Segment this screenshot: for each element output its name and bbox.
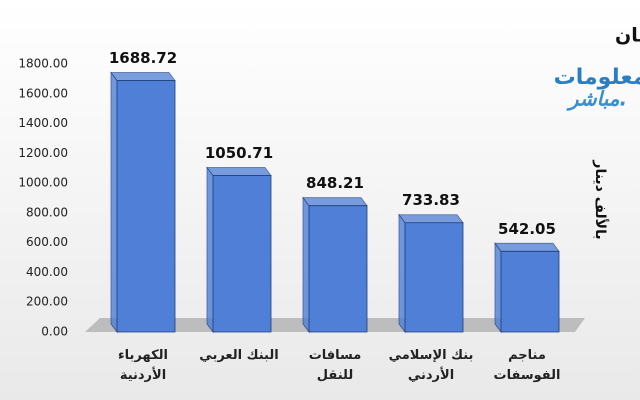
value-label: 542.05 <box>498 220 556 238</box>
x-tick-label: البنك العربي <box>199 348 279 363</box>
bar <box>110 71 176 334</box>
bar-top <box>302 197 368 207</box>
y-tick-label: 1200.00 <box>18 146 68 160</box>
bar <box>302 196 368 334</box>
y-tick-label: 1000.00 <box>18 176 68 190</box>
bar-top <box>206 167 272 176</box>
bar-side <box>398 213 406 334</box>
bar-front <box>116 80 176 333</box>
bar-front <box>500 250 560 333</box>
bar-side <box>110 71 118 334</box>
logo-bottom: مباشر. <box>566 87 627 112</box>
y-tick-label: 0.00 <box>41 325 68 339</box>
bar-side <box>494 242 502 334</box>
x-tick-label: مناجم الفوسفات <box>493 348 561 383</box>
y-axis-label: بالألف دينار <box>592 159 609 239</box>
bar <box>206 166 272 334</box>
bar <box>398 213 464 334</box>
bar-top <box>494 242 560 252</box>
logo-top: معلومات <box>554 65 640 90</box>
y-tick-label: 1400.00 <box>18 116 68 130</box>
y-tick-label: 200.00 <box>26 295 68 309</box>
value-label: 733.83 <box>402 191 460 209</box>
y-tick-label: 1800.00 <box>18 57 68 71</box>
bar-top <box>398 214 464 224</box>
bar-side <box>302 196 310 334</box>
value-label: 848.21 <box>306 174 364 192</box>
y-tick-label: 1600.00 <box>18 86 68 100</box>
bar-side <box>206 166 214 334</box>
x-tick-label: مسافات للنقل <box>308 348 362 383</box>
value-label: 1050.71 <box>205 144 273 162</box>
bar-front <box>212 175 272 333</box>
value-label: 1688.72 <box>109 49 177 67</box>
chart-title: أنشط 5 أسهم قيمةً ببورصة عمّان <box>615 23 640 47</box>
bar-front <box>404 222 464 333</box>
x-tick-label: بنك الإسلامي الأردني <box>388 348 474 383</box>
bar <box>494 242 560 334</box>
bar-front <box>308 205 368 333</box>
bar-top <box>110 72 176 81</box>
y-tick-label: 400.00 <box>26 265 68 279</box>
y-tick-label: 800.00 <box>26 205 68 219</box>
x-tick-label: الكهرباء الأردنية <box>118 348 168 383</box>
y-tick-label: 600.00 <box>26 235 68 249</box>
